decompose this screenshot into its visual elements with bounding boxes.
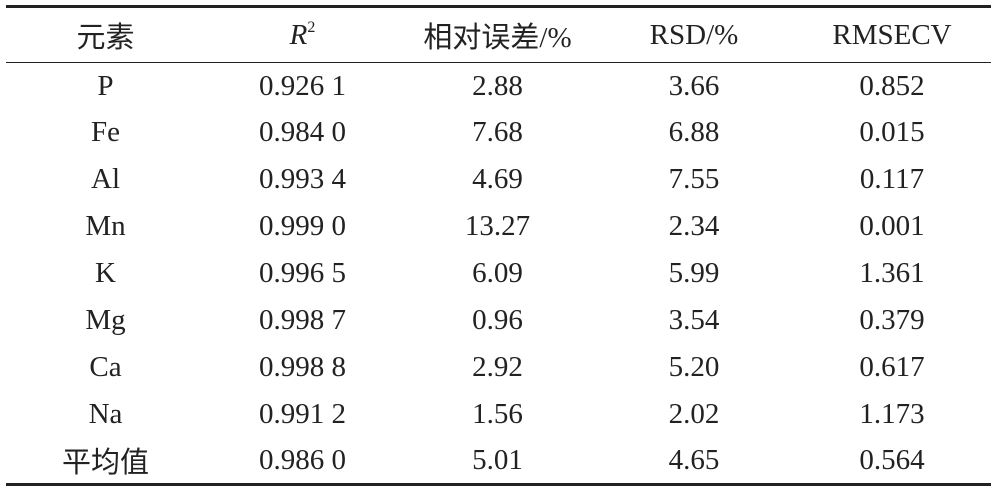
- value-cell: 5.99: [668, 257, 720, 289]
- value-cell: 5.20: [668, 350, 720, 383]
- header-cell: 相对误差/%: [423, 22, 572, 54]
- table-row: 平均值 0.986 0 5.01 4.65 0.564: [6, 438, 991, 485]
- header-row: 元素 R2 相对误差/% RSD/% RMSECV: [6, 6, 991, 63]
- value-cell: 0.996 5: [259, 257, 346, 289]
- value-cell: 0.564: [859, 443, 925, 476]
- table-container: 元素 R2 相对误差/% RSD/% RMSECV P 0.926 1 2.88 3.…: [6, 5, 991, 486]
- value-cell: 0.117: [859, 163, 925, 196]
- value-cell: 3.54: [668, 303, 720, 336]
- table-row: Fe 0.984 0 7.68 6.88 0.015: [6, 109, 991, 156]
- value-cell: 0.998 8: [259, 350, 346, 383]
- value-cell: 0.998 7: [259, 303, 346, 336]
- value-cell: 2.34: [668, 210, 720, 243]
- value-cell: 0.999 0: [259, 210, 346, 243]
- table-header: 元素 R2 相对误差/% RSD/% RMSECV: [6, 6, 991, 63]
- value-cell: 13.27: [464, 210, 531, 243]
- value-cell: 0.993 4: [259, 163, 346, 196]
- header-cell: RSD/%: [649, 18, 739, 51]
- element-cell: Mg: [85, 303, 126, 336]
- value-cell: 6.88: [668, 116, 720, 149]
- table-row: K 0.996 5 6.09 5.99 1.361: [6, 250, 991, 297]
- value-cell: 0.991 2: [259, 397, 346, 430]
- data-table: 元素 R2 相对误差/% RSD/% RMSECV P 0.926 1 2.88 3.…: [6, 5, 991, 486]
- value-cell: 0.617: [859, 350, 925, 383]
- table-row: Al 0.993 4 4.69 7.55 0.117: [6, 156, 991, 203]
- value-cell: 7.55: [668, 163, 720, 196]
- table-row: P 0.926 1 2.88 3.66 0.852: [6, 63, 991, 110]
- element-cell: Ca: [89, 350, 122, 383]
- header-text: R: [289, 18, 308, 51]
- table-row: Mg 0.998 7 0.96 3.54 0.379: [6, 297, 991, 344]
- table-body: P 0.926 1 2.88 3.66 0.852 Fe 0.984 0 7.68 6.88 0.…: [6, 63, 991, 485]
- element-cell: K: [95, 257, 116, 289]
- value-cell: 0.379: [859, 303, 925, 336]
- value-cell: 2.02: [668, 397, 720, 430]
- table-row: Ca 0.998 8 2.92 5.20 0.617: [6, 344, 991, 391]
- value-cell: 7.68: [472, 116, 523, 149]
- value-cell: 0.984 0: [259, 116, 346, 149]
- value-cell: 0.015: [859, 116, 925, 149]
- value-cell: 4.69: [472, 163, 523, 196]
- value-cell: 1.361: [859, 257, 925, 289]
- table-row: Mn 0.999 0 13.27 2.34 0.001: [6, 203, 991, 250]
- value-cell: 0.926 1: [259, 69, 346, 102]
- header-cell: 元素: [76, 22, 135, 54]
- value-cell: 6.09: [472, 257, 523, 289]
- header-cell: RMSECV: [832, 18, 952, 51]
- element-cell: P: [97, 69, 114, 102]
- value-cell: 0.96: [472, 303, 523, 336]
- value-cell: 2.92: [472, 350, 523, 383]
- element-cell: Al: [91, 163, 120, 196]
- value-cell: 0.852: [859, 69, 925, 102]
- header-cell: R2: [205, 7, 400, 63]
- value-cell: 0.986 0: [259, 443, 346, 476]
- element-cell: Mn: [85, 210, 126, 243]
- element-cell: 平均值: [61, 447, 149, 480]
- value-cell: 4.65: [668, 443, 720, 476]
- value-cell: 5.01: [472, 443, 523, 476]
- value-cell: 0.001: [859, 210, 925, 243]
- table-row: Na 0.991 2 1.56 2.02 1.173: [6, 391, 991, 438]
- value-cell: 1.173: [859, 397, 925, 430]
- value-cell: 2.88: [472, 69, 523, 102]
- element-cell: Fe: [91, 116, 120, 149]
- value-cell: 1.56: [472, 397, 523, 430]
- header-superscript: 2: [307, 18, 316, 36]
- element-cell: Na: [88, 397, 123, 430]
- value-cell: 3.66: [668, 69, 720, 102]
